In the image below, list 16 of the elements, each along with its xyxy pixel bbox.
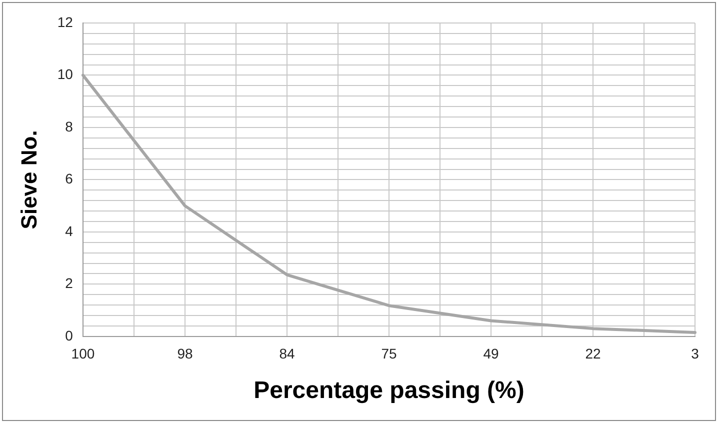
x-tick-label: 98 (177, 346, 193, 362)
x-tick-label: 49 (483, 346, 499, 362)
y-tick-label: 0 (65, 327, 74, 344)
y-tick-label: 10 (57, 66, 74, 82)
y-tick-label: 2 (65, 275, 74, 292)
y-tick-label: 12 (57, 14, 74, 30)
y-axis-title: Sieve No. (16, 130, 42, 230)
y-tick-label: 4 (65, 222, 74, 239)
x-axis-title: Percentage passing (%) (254, 377, 524, 404)
y-tick-label: 8 (65, 118, 74, 134)
x-tick-label: 22 (585, 346, 601, 362)
x-tick-label: 3 (691, 346, 700, 362)
x-tick-label: 84 (279, 346, 295, 362)
x-tick-label: 100 (71, 346, 95, 362)
y-tick-label: 6 (65, 170, 74, 187)
x-tick-label: 75 (381, 346, 397, 362)
